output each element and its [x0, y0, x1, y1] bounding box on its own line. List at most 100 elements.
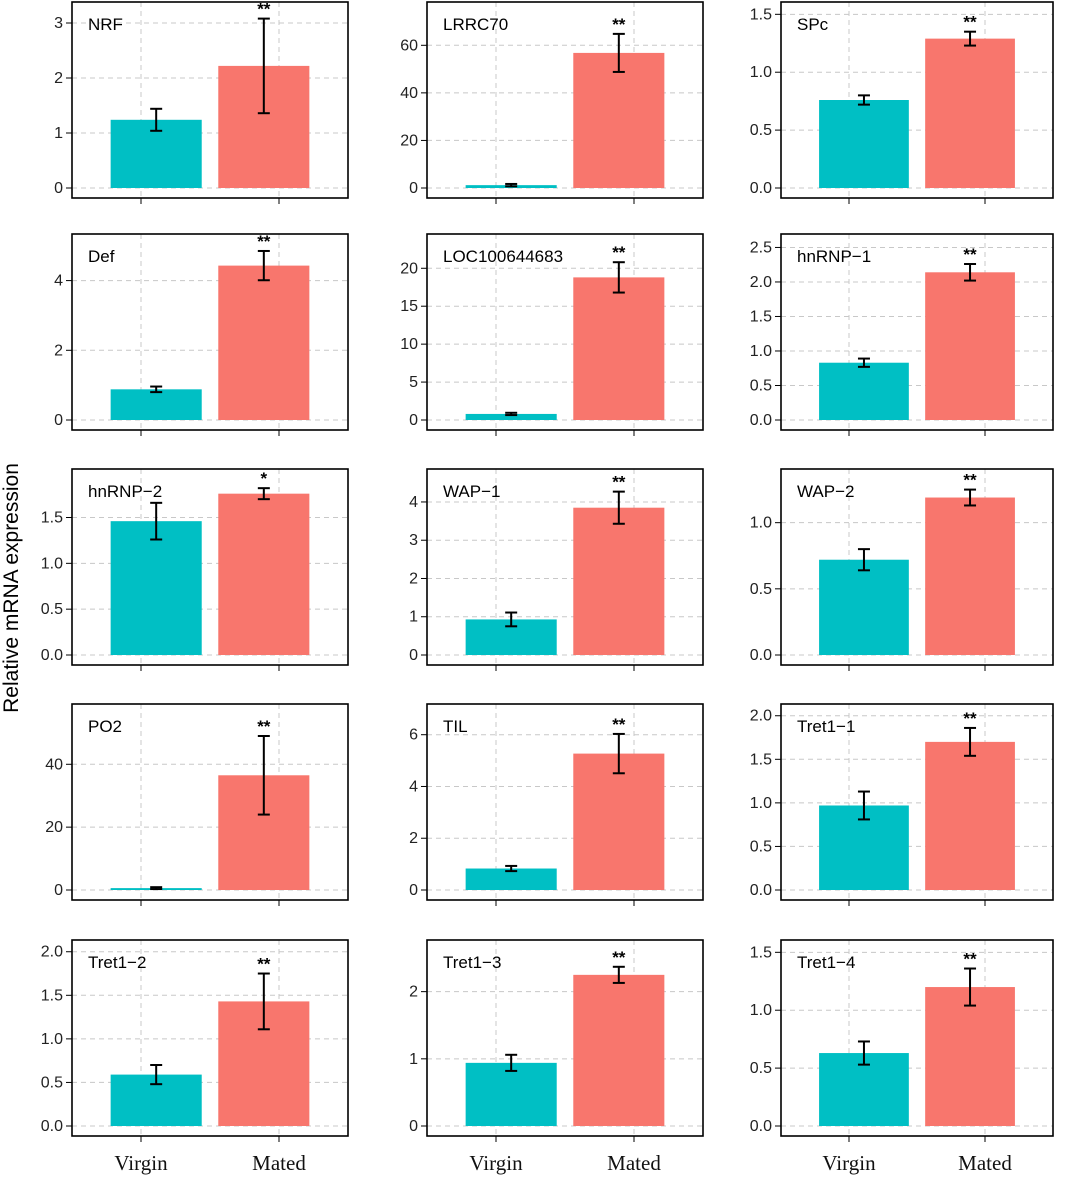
y-tick-label: 2	[409, 830, 418, 847]
bar-virgin	[465, 1062, 557, 1126]
panel-frame	[780, 703, 1054, 901]
y-tick-label: 20	[400, 260, 418, 277]
significance-label: **	[612, 715, 626, 734]
panel-9: 0 20 40 ** PO2	[45, 703, 349, 906]
y-tick-label: 1.5	[750, 308, 772, 325]
y-tick-label: 1.0	[750, 795, 772, 812]
panel-frame	[426, 233, 704, 431]
y-tick-label: 0.0	[750, 412, 772, 429]
x-category-label: Mated	[252, 1151, 306, 1175]
y-tick-label: 1	[409, 609, 418, 626]
bar-virgin	[819, 362, 909, 420]
panel-11: 0.0 0.5 1.0 1.5 2.0 ** Tret1−1	[750, 703, 1054, 906]
y-tick-label: 0.5	[750, 838, 772, 855]
panel-title: Tret1−3	[443, 953, 501, 972]
y-tick-label: 0.0	[750, 647, 772, 664]
significance-label: **	[963, 709, 977, 728]
y-tick-label: 0	[409, 180, 418, 197]
y-tick-label: 0	[409, 882, 418, 899]
bar-virgin	[465, 413, 557, 420]
panel-frame	[780, 939, 1054, 1137]
significance-label: **	[612, 15, 626, 34]
panel-5: 0.0 0.5 1.0 1.5 2.0 2.5 ** hnRNP−1	[750, 233, 1054, 436]
y-tick-label: 5	[409, 374, 418, 391]
y-tick-label: 60	[400, 37, 418, 54]
panel-13: 0 1 2 ** Tret1−3	[409, 939, 704, 1142]
significance-label: **	[612, 948, 626, 967]
panel-title: LOC100644683	[443, 247, 563, 266]
y-tick-label: 1.5	[750, 944, 772, 961]
y-axis-title: Relative mRNA expression	[0, 463, 23, 713]
panel-title: SPc	[797, 15, 829, 34]
y-tick-label: 20	[45, 819, 63, 836]
significance-label: **	[963, 245, 977, 264]
x-category-labels: Virgin Mated Virgin Mated Virgin Mated	[114, 1151, 1012, 1175]
y-tick-label: 0.0	[750, 1118, 772, 1135]
panel-frame	[426, 468, 704, 666]
y-tick-label: 1.0	[41, 1031, 63, 1048]
panel-title: PO2	[88, 717, 122, 736]
y-tick-label: 0.5	[750, 1060, 772, 1077]
panel-frame	[71, 468, 349, 666]
y-tick-label: 0.0	[750, 180, 772, 197]
panel-title: WAP−2	[797, 482, 854, 501]
x-category-label: Virgin	[822, 1151, 876, 1175]
y-tick-label: 0.5	[750, 122, 772, 139]
y-tick-label: 3	[409, 532, 418, 549]
significance-label: *	[261, 469, 268, 488]
y-tick-label: 0	[54, 412, 63, 429]
bar-mated	[573, 507, 665, 655]
y-tick-label: 2.0	[41, 944, 63, 961]
bar-mated	[573, 974, 665, 1126]
panel-3: 0 2 4 ** Def	[54, 232, 349, 436]
panel-title: LRRC70	[443, 15, 508, 34]
significance-label: **	[963, 950, 977, 969]
panel-4: 0 5 10 15 20 ** LOC100644683	[400, 233, 704, 436]
panel-1: 0 20 40 60 ** LRRC70	[400, 1, 704, 204]
panel-frame	[426, 1, 704, 199]
panel-frame	[780, 233, 1054, 431]
y-tick-label: 4	[409, 494, 418, 511]
bar-virgin	[819, 559, 909, 655]
y-tick-label: 15	[400, 298, 418, 315]
panel-14: 0.0 0.5 1.0 1.5 ** Tret1−4	[750, 939, 1054, 1142]
panel-12: 0.0 0.5 1.0 1.5 2.0 ** Tret1−2	[41, 939, 349, 1142]
bar-mated	[925, 741, 1015, 890]
significance-label: **	[963, 13, 977, 32]
y-tick-label: 0	[54, 180, 63, 197]
bar-mated	[218, 265, 310, 420]
y-tick-label: 0	[54, 882, 63, 899]
y-tick-label: 3	[54, 15, 63, 32]
y-tick-label: 0.0	[750, 882, 772, 899]
y-tick-label: 2	[409, 570, 418, 587]
y-tick-label: 1.0	[750, 343, 772, 360]
x-category-label: Mated	[607, 1151, 661, 1175]
x-category-label: Mated	[958, 1151, 1012, 1175]
panel-6: 0.0 0.5 1.0 1.5 * hnRNP−2	[41, 468, 349, 671]
y-tick-label: 1.0	[750, 1002, 772, 1019]
panel-frame	[71, 233, 349, 431]
y-tick-label: 2	[409, 984, 418, 1001]
y-tick-label: 2.0	[750, 274, 772, 291]
panel-10: 0 2 4 6 ** TIL	[409, 703, 704, 906]
y-tick-label: 4	[409, 778, 418, 795]
y-tick-label: 1.5	[41, 987, 63, 1004]
panel-title: hnRNP−2	[88, 482, 162, 501]
bar-mated	[573, 277, 665, 420]
y-tick-label: 1.0	[41, 555, 63, 572]
significance-label: **	[257, 955, 271, 974]
y-tick-label: 10	[400, 336, 418, 353]
y-tick-label: 0.5	[750, 377, 772, 394]
significance-label: **	[257, 717, 271, 736]
bar-mated	[573, 753, 665, 890]
bar-mated	[573, 52, 665, 188]
panel-frame	[780, 1, 1054, 199]
bar-virgin	[110, 521, 202, 655]
x-category-label: Virgin	[114, 1151, 168, 1175]
panel-8: 0.0 0.5 1.0 ** WAP−2	[750, 468, 1054, 671]
panel-title: NRF	[88, 15, 123, 34]
y-tick-label: 2.5	[750, 239, 772, 256]
bar-virgin	[819, 100, 909, 188]
panel-frame	[426, 703, 704, 901]
